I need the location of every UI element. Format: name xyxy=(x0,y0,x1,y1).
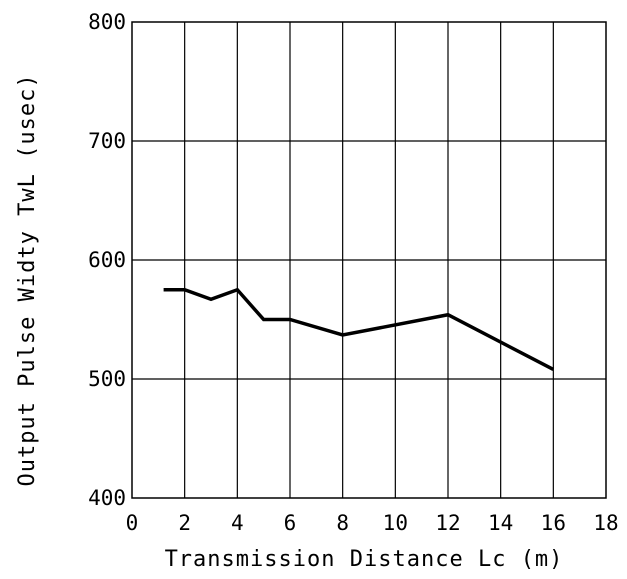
y-tick-label: 400 xyxy=(88,486,126,510)
x-tick-label: 14 xyxy=(488,511,513,535)
x-tick-label: 18 xyxy=(593,511,618,535)
y-tick-labels: 400 500 600 700 800 xyxy=(88,10,126,510)
x-tick-label: 6 xyxy=(284,511,297,535)
x-tick-labels: 0 2 4 6 8 10 12 14 16 18 xyxy=(126,511,619,535)
x-tick-label: 4 xyxy=(231,511,244,535)
y-tick-label: 600 xyxy=(88,248,126,272)
series xyxy=(163,287,555,372)
y-axis-title: Output Pulse Widty TwL (usec) xyxy=(15,73,40,486)
x-tick-label: 0 xyxy=(126,511,139,535)
plot-area-frame xyxy=(131,21,607,499)
x-axis-title: Transmission Distance Lc (m) xyxy=(165,547,564,572)
grid xyxy=(132,22,606,498)
y-tick-label: 500 xyxy=(88,367,126,391)
y-tick-label: 700 xyxy=(88,129,126,153)
x-tick-label: 8 xyxy=(336,511,349,535)
x-tick-label: 2 xyxy=(178,511,191,535)
series-line xyxy=(163,287,555,372)
x-tick-label: 16 xyxy=(541,511,566,535)
x-tick-label: 12 xyxy=(435,511,460,535)
x-tick-label: 10 xyxy=(383,511,408,535)
y-tick-label: 800 xyxy=(88,10,126,34)
